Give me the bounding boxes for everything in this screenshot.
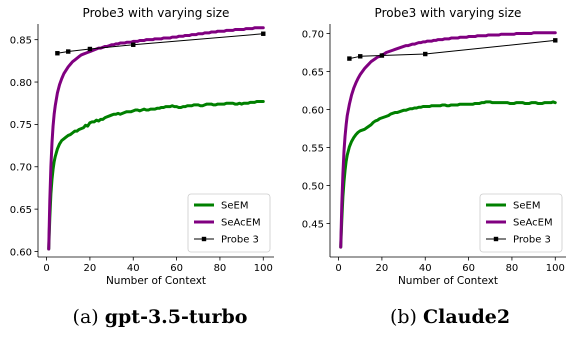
- chart-1-point-probe-3: [358, 54, 363, 59]
- chart-0-legend-label-seacem: SeAcEM: [221, 218, 261, 229]
- chart-0-legend-label-seem: SeEM: [221, 201, 248, 212]
- chart-0-point-probe-3: [66, 49, 71, 54]
- chart-1-x-tick-label: 20: [376, 263, 389, 274]
- chart-0-point-probe-3: [87, 46, 93, 52]
- chart-1-point-probe-3: [379, 53, 385, 58]
- chart-1-series-seem: [339, 100, 557, 249]
- chart-1-series-seacem: [339, 31, 557, 249]
- chart-1-x-tick-label: 100: [546, 263, 565, 274]
- chart-1-title: Probe3 with varying size: [375, 6, 522, 20]
- chart-0-y-tick-label: 0.75: [10, 120, 32, 131]
- chart-claude2: Probe3 with varying size 0.45 0.50 0.55 0.60…: [302, 6, 566, 287]
- chart-1-y-tick-label: 0.65: [302, 67, 324, 78]
- chart-1-x-tick-label: 60: [462, 263, 475, 274]
- chart-1-y-tick-label: 0.50: [302, 181, 324, 192]
- chart-0-point-probe-3: [131, 42, 136, 47]
- caption-a: (a) gpt-3.5-turbo: [40, 306, 280, 336]
- chart-0-y-tick-label: 0.70: [10, 163, 32, 174]
- chart-1-x-tick-label: 80: [506, 263, 519, 274]
- chart-1-point-probe-3: [423, 51, 428, 57]
- chart-0-title: Probe3 with varying size: [83, 6, 230, 20]
- chart-1-legend-marker-probe-3: [493, 236, 499, 242]
- chart-0-x-tick-label: 80: [214, 263, 227, 274]
- chart-0-x-tick-label: 0: [43, 263, 49, 274]
- chart-1-legend-frame: [479, 193, 563, 253]
- chart-0-point-probe-3: [261, 31, 266, 36]
- chart-1-legend-label-probe-3: Probe 3: [513, 235, 551, 246]
- chart-1-y-tick-label: 0.70: [302, 29, 324, 40]
- chart-0-y-tick-label: 0.65: [10, 205, 32, 216]
- chart-1-point-probe-3: [553, 38, 558, 43]
- chart-0-legend-frame: [187, 193, 271, 253]
- chart-1-legend-label-seem: SeEM: [513, 201, 540, 212]
- chart-1-x-tick-label: 0: [335, 263, 341, 274]
- chart-1-y-tick-label: 0.55: [302, 143, 324, 154]
- chart-0-y-tick-label: 0.85: [10, 35, 32, 46]
- chart-0-x-tick-label: 60: [170, 263, 183, 274]
- chart-1-x-axis-label: Number of Context: [398, 275, 498, 287]
- chart-1-y-tick-label: 0.60: [302, 105, 324, 116]
- chart-0-series-seem: [47, 100, 265, 251]
- chart-1-x-tick-label: 40: [419, 263, 432, 274]
- chart-0-x-tick-label: 20: [84, 263, 97, 274]
- caption-b-model: Claude2: [422, 306, 511, 328]
- chart-0-y-tick-label: 0.80: [10, 78, 32, 89]
- chart-0-point-probe-3: [55, 51, 60, 56]
- caption-a-model: gpt-3.5-turbo: [104, 306, 248, 328]
- chart-1-legend-label-seacem: SeAcEM: [513, 218, 553, 229]
- caption-b-label: (b): [389, 306, 417, 328]
- chart-0-x-tick-label: 100: [254, 263, 273, 274]
- chart-0-legend-label-probe-3: Probe 3: [221, 235, 259, 246]
- chart-0-series-seacem: [47, 26, 265, 251]
- chart-0-legend: SeEM SeAcEM Probe 3: [187, 193, 271, 253]
- chart-0-x-axis-label: Number of Context: [106, 275, 206, 287]
- chart-1-point-probe-3: [347, 56, 352, 61]
- chart-gpt-3-5-turbo: Probe3 with varying size 0.60 0.65 0.70 0.75…: [10, 6, 274, 287]
- chart-0-x-tick-label: 40: [127, 263, 140, 274]
- chart-0-legend-marker-probe-3: [201, 236, 207, 242]
- caption-b: (b) Claude2: [330, 306, 570, 336]
- chart-1-legend: SeEM SeAcEM Probe 3: [479, 193, 563, 253]
- chart-0-y-tick-label: 0.60: [10, 247, 32, 258]
- caption-a-label: (a): [72, 306, 99, 328]
- chart-1-y-tick-label: 0.45: [302, 219, 324, 230]
